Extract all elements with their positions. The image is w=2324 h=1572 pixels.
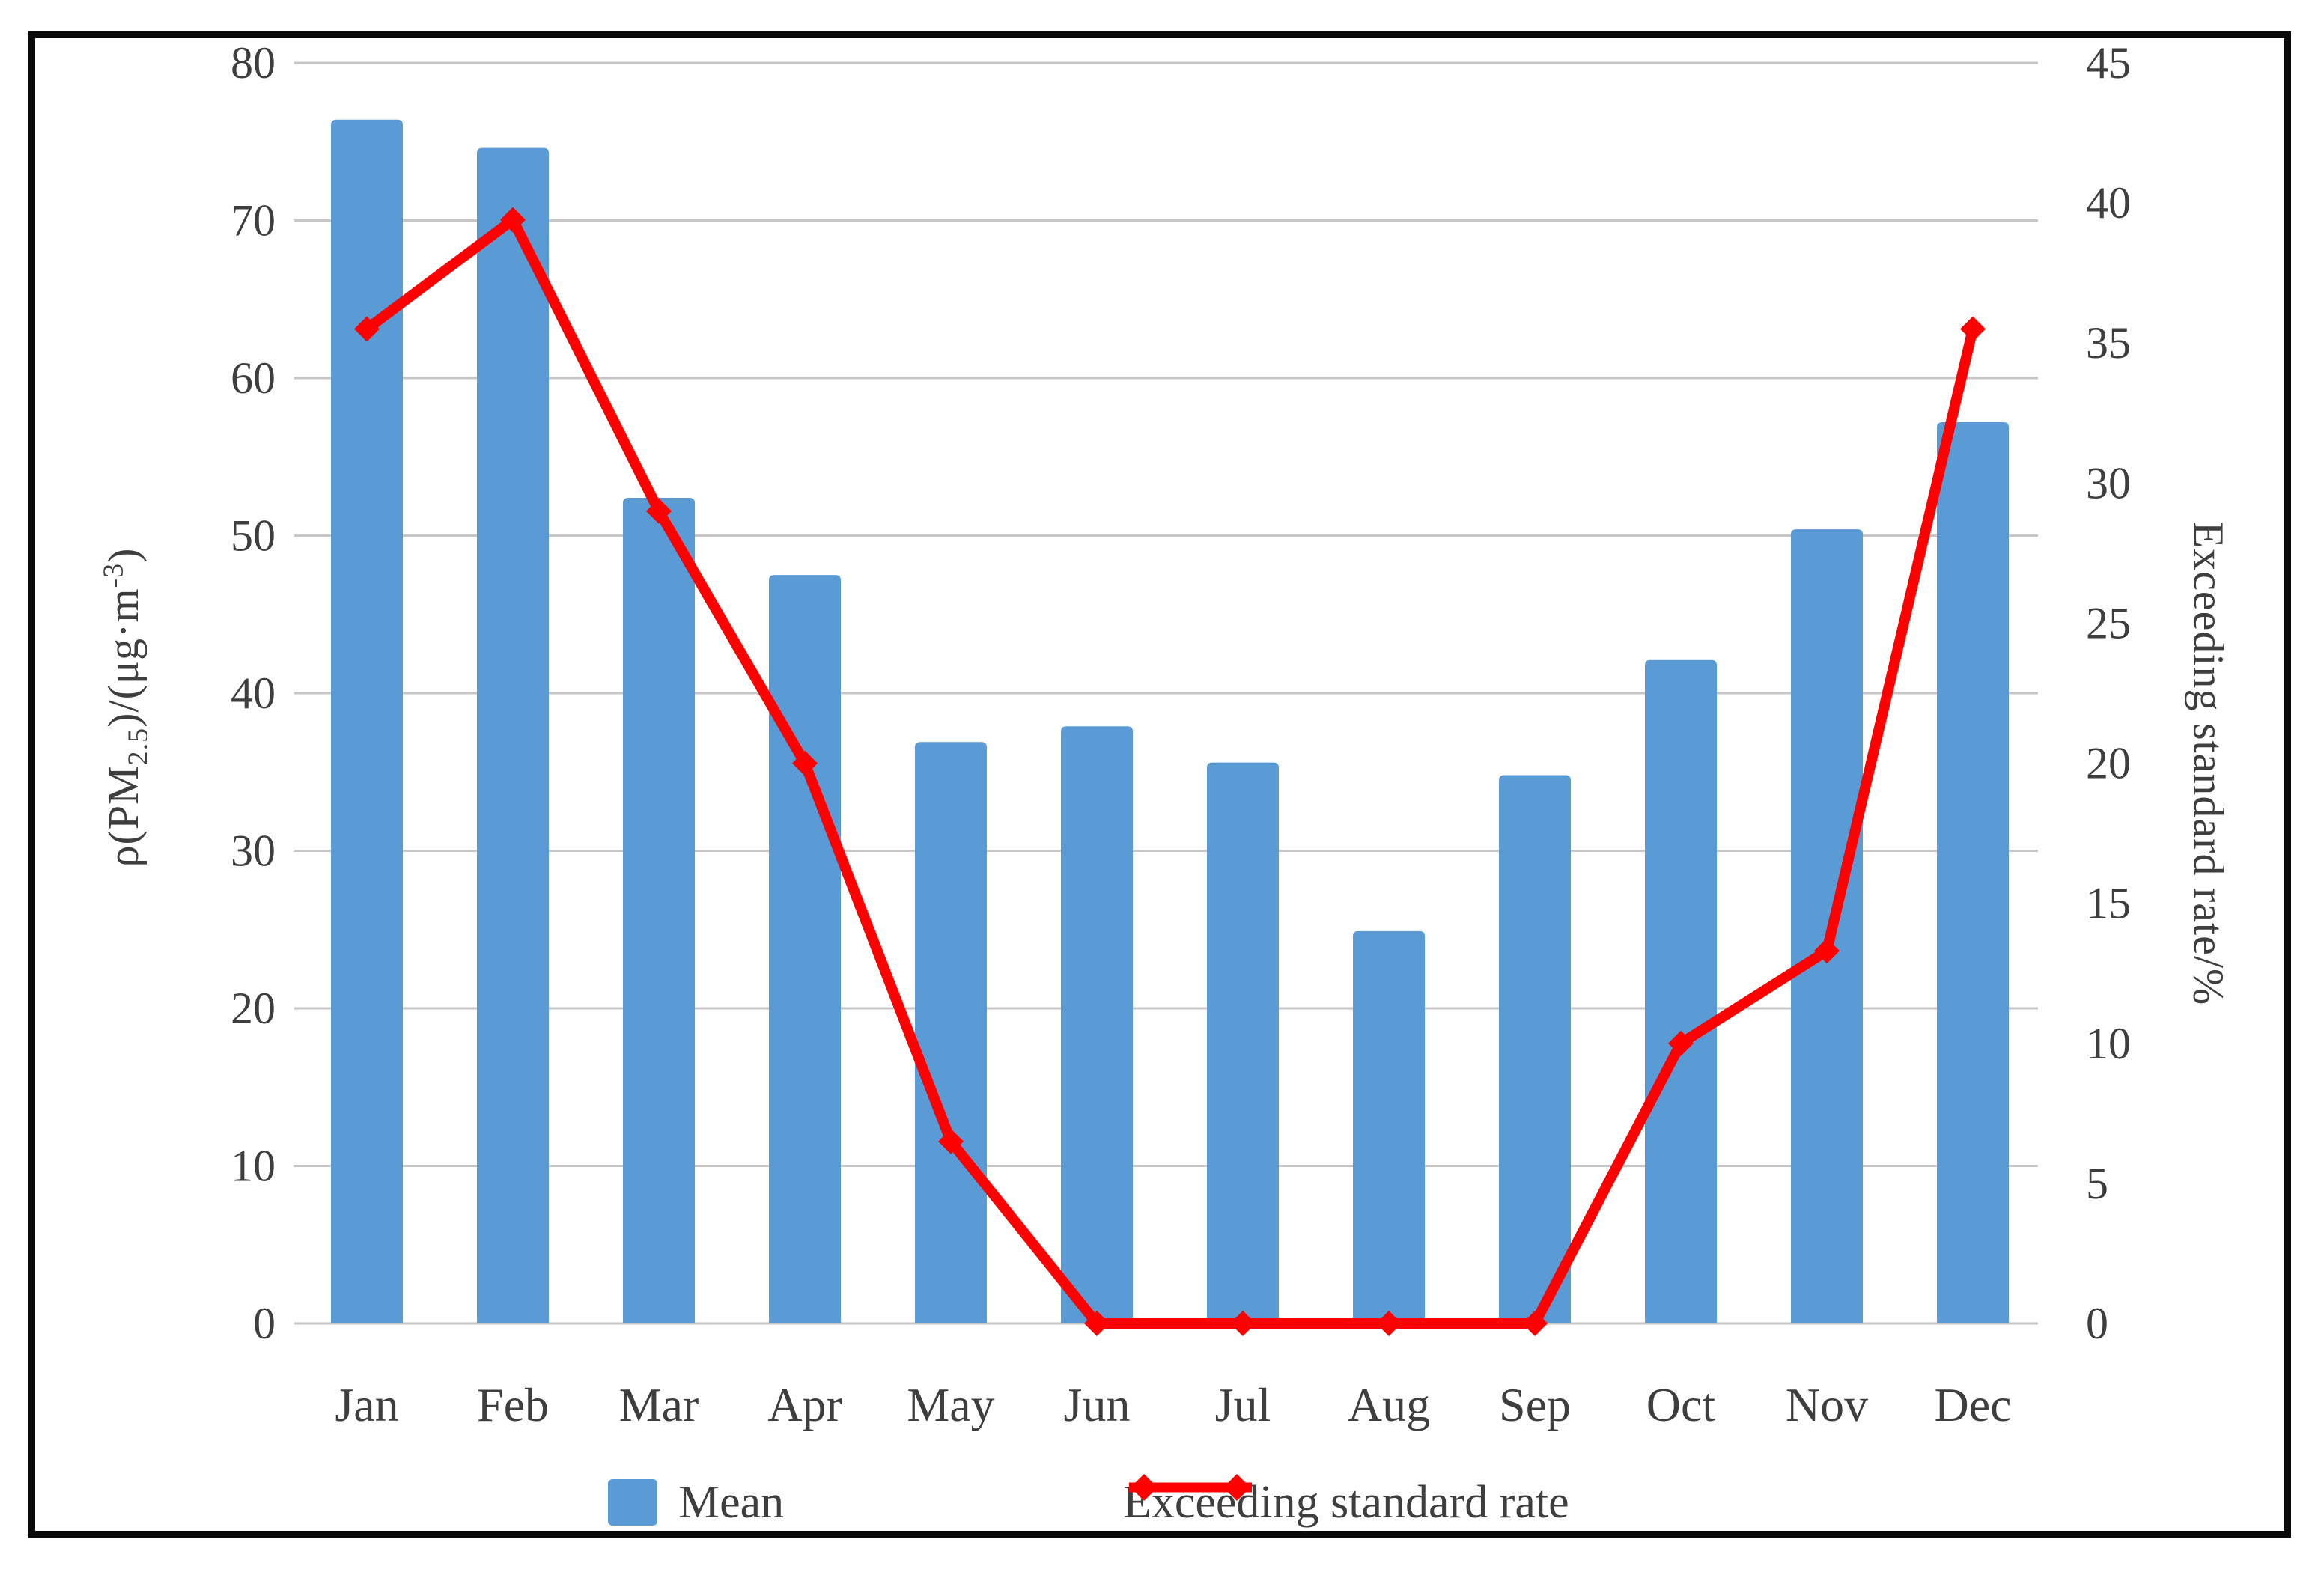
bar-Jul [1207, 762, 1279, 1323]
bar-Sep [1499, 775, 1571, 1323]
bar-May [915, 742, 987, 1323]
line-marker-May [938, 1128, 964, 1154]
line-marker-Jul [1230, 1311, 1256, 1336]
right-tick-45: 45 [2086, 38, 2131, 88]
left-tick-0: 0 [253, 1299, 276, 1348]
month-label-Oct: Oct [1646, 1378, 1716, 1431]
month-label-Sep: Sep [1499, 1378, 1571, 1431]
line-marker-Apr [792, 750, 818, 776]
line-marker-Jun [1084, 1311, 1110, 1336]
bar-Nov [1791, 529, 1863, 1323]
rate-legend-line-icon [1129, 1474, 1252, 1501]
left-tick-10: 10 [231, 1142, 276, 1191]
line-marker-Oct [1668, 1030, 1694, 1056]
line-marker-Jan [354, 316, 380, 342]
right-tick-5: 5 [2086, 1159, 2108, 1208]
right-tick-20: 20 [2086, 739, 2131, 788]
bar-Aug [1353, 930, 1425, 1323]
line-marker-Nov [1814, 938, 1840, 964]
right-axis-title: Exceeding standard rate/% [2184, 521, 2233, 1006]
left-tick-80: 80 [231, 38, 276, 88]
month-label-Aug: Aug [1348, 1378, 1430, 1431]
right-tick-40: 40 [2086, 178, 2131, 228]
line-marker-Feb [500, 207, 526, 233]
bar-Apr [769, 575, 841, 1323]
figure-border [28, 31, 2291, 1538]
bar-Feb [477, 147, 549, 1323]
month-label-Jun: Jun [1064, 1378, 1131, 1431]
month-label-Nov: Nov [1786, 1378, 1868, 1431]
right-tick-0: 0 [2086, 1299, 2108, 1348]
right-tick-35: 35 [2086, 318, 2131, 368]
month-label-May: May [907, 1378, 994, 1431]
left-tick-30: 30 [231, 826, 276, 876]
left-tick-60: 60 [231, 353, 276, 403]
month-label-Jul: Jul [1215, 1378, 1271, 1431]
month-label-Feb: Feb [477, 1378, 549, 1431]
mean-legend-label: Mean [678, 1476, 785, 1528]
left-tick-20: 20 [231, 984, 276, 1033]
legend: Mean Exceeding standard rate [0, 1461, 2324, 1544]
bar-Jan [331, 119, 403, 1323]
right-tick-25: 25 [2086, 598, 2131, 648]
left-tick-40: 40 [231, 668, 276, 718]
right-tick-10: 10 [2086, 1019, 2131, 1068]
bar-Mar [623, 497, 695, 1323]
bar-Jun [1061, 726, 1133, 1323]
month-label-Dec: Dec [1934, 1378, 2011, 1431]
line-marker-Aug [1376, 1311, 1402, 1336]
line-marker-Sep [1522, 1311, 1548, 1336]
month-label-Jan: Jan [335, 1378, 398, 1431]
month-label-Mar: Mar [619, 1378, 699, 1431]
left-tick-50: 50 [231, 511, 276, 561]
legend-item-mean: Mean [608, 1461, 784, 1544]
legend-item-rate: Exceeding standard rate [1123, 1461, 1569, 1544]
mean-legend-swatch [608, 1479, 657, 1526]
line-marker-Mar [646, 498, 672, 524]
bar-Oct [1645, 659, 1717, 1323]
right-tick-30: 30 [2086, 458, 2131, 508]
line-marker-Dec [1960, 316, 1986, 342]
month-label-Apr: Apr [767, 1378, 842, 1431]
rate-line [362, 214, 1978, 1329]
left-tick-70: 70 [231, 196, 276, 246]
right-tick-15: 15 [2086, 879, 2131, 928]
bar-Dec [1937, 421, 2009, 1324]
